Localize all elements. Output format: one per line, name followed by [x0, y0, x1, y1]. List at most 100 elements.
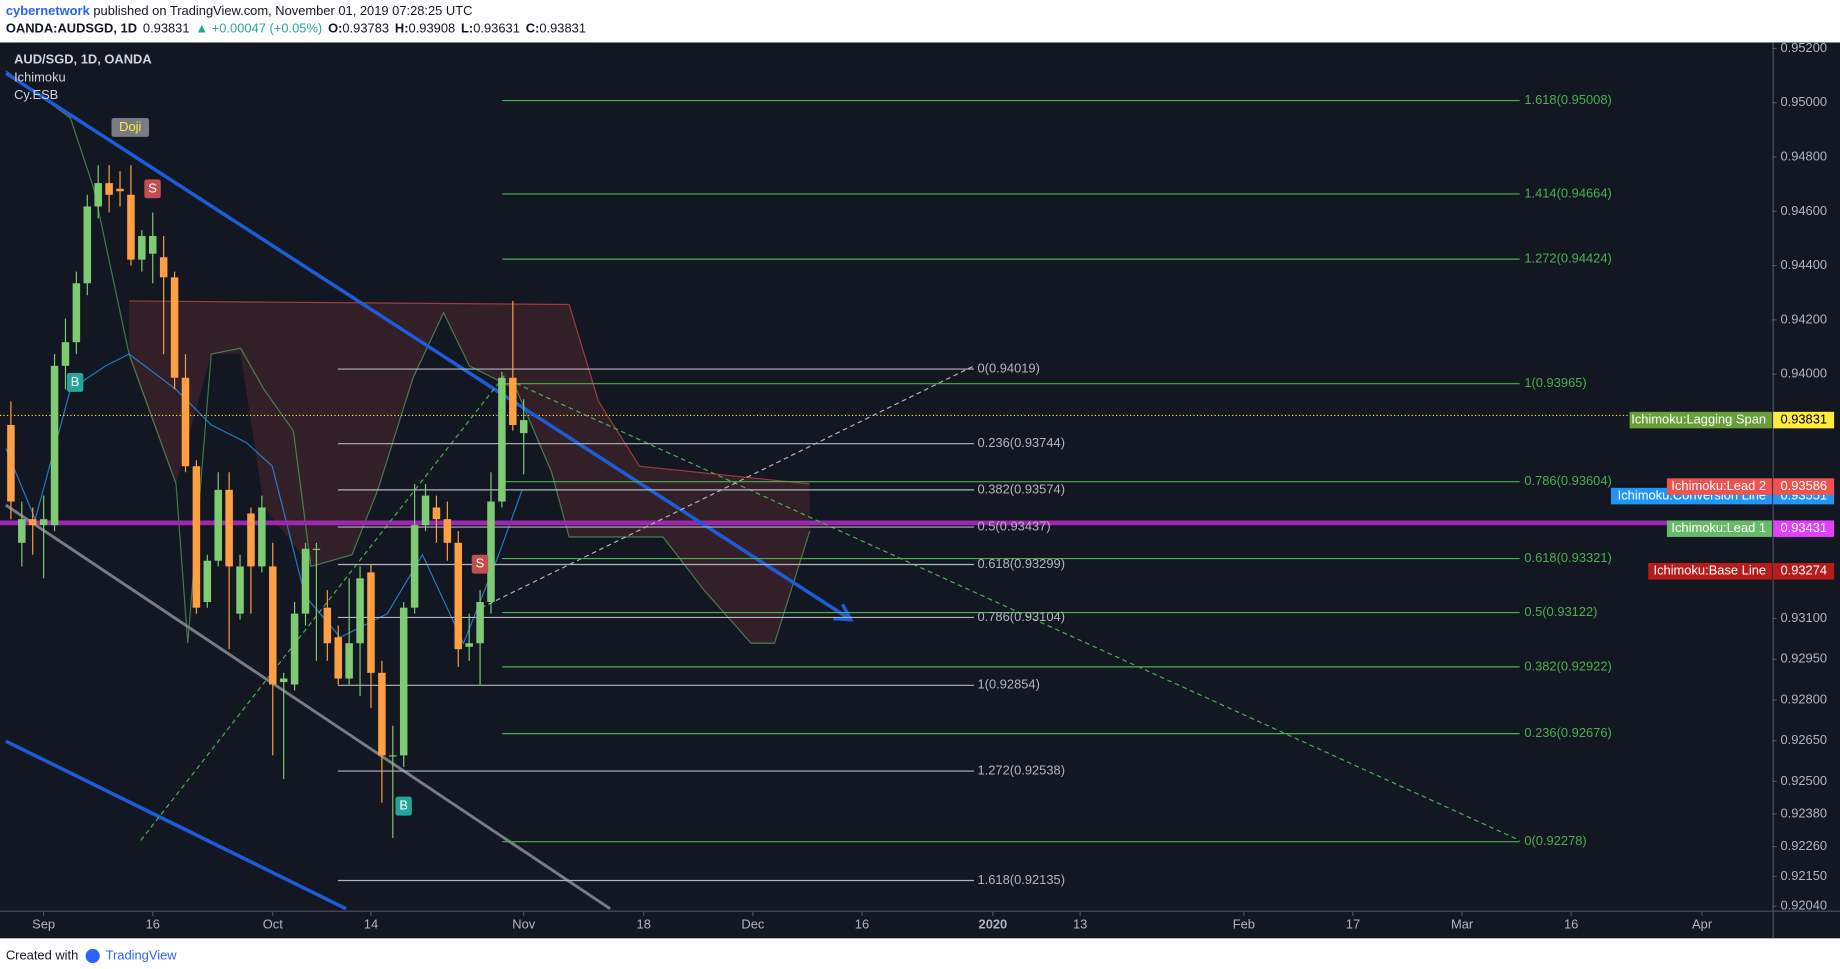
footer-created: Created with — [6, 947, 78, 962]
legend-indicator[interactable]: Ichimoku — [14, 69, 66, 84]
ohlc-label: L: — [461, 21, 473, 36]
signal-label: Doji — [119, 119, 141, 134]
ohlc-label: C: — [526, 21, 540, 36]
candle-body — [203, 560, 212, 602]
header-line-1: cybernetwork published on TradingView.co… — [6, 3, 473, 18]
candle-body — [50, 365, 59, 526]
fib-label: 0.786(0.93604) — [1524, 473, 1612, 488]
candle-body — [148, 236, 157, 254]
header-line-2: OANDA:AUDSGD, 1D 0.93831 ▲ +0.00047 (+0.05… — [6, 21, 586, 36]
ohlc-value: 0.93631 — [473, 21, 520, 36]
signal-label: S — [148, 180, 157, 195]
candle-body — [39, 519, 48, 526]
brand-logo — [85, 948, 100, 964]
candle-body — [94, 183, 102, 207]
last: 0.93831 — [143, 21, 190, 36]
price-tag-value-box — [1773, 520, 1835, 537]
candle-body — [236, 566, 244, 614]
candle-body — [159, 257, 168, 278]
candle-body — [138, 236, 146, 260]
author[interactable]: cybernetwork — [6, 3, 91, 18]
candle-body — [410, 525, 419, 608]
x-tick-label: Dec — [741, 917, 764, 932]
fib-label: 0.618(0.93299) — [978, 556, 1066, 571]
y-tick-label: 0.92150 — [1780, 868, 1827, 883]
fib-label: 0(0.94019) — [978, 360, 1040, 375]
candle-body — [399, 607, 408, 756]
candle-body — [454, 542, 463, 650]
fib-label: 0(0.92278) — [1524, 833, 1586, 848]
signal-label: B — [71, 374, 80, 389]
legend-series[interactable]: AUD/SGD, 1D, OANDA — [14, 52, 152, 67]
y-tick-label: 0.92500 — [1780, 773, 1827, 788]
trend-line — [4, 71, 852, 622]
fib-label: 1.618(0.92135) — [978, 872, 1066, 887]
ichimoku-cloud — [129, 300, 810, 644]
candle-body — [116, 188, 124, 192]
fib-label: 1.618(0.95008) — [1524, 92, 1612, 107]
conversion-line — [5, 353, 523, 645]
x-tick-label: 18 — [637, 917, 651, 932]
fib-label: 1.272(0.92538) — [978, 762, 1066, 777]
y-tick-label: 0.92800 — [1780, 691, 1827, 706]
x-tick-label: Nov — [512, 917, 535, 932]
fib-label: 0.5(0.93437) — [978, 518, 1051, 533]
price-tag-name-box — [1629, 411, 1772, 429]
candle-body — [61, 342, 70, 366]
fib-label: 1(0.93965) — [1524, 375, 1586, 390]
candle-body — [487, 501, 495, 602]
candle-body — [181, 377, 190, 467]
signal-marker — [471, 554, 489, 574]
x-tick-label: 16 — [146, 917, 160, 932]
y-tick-label: 0.92260 — [1780, 838, 1827, 853]
candle-body — [7, 424, 15, 502]
candle-body — [432, 507, 441, 520]
candle-body — [192, 466, 201, 608]
x-tick-label: 13 — [1073, 917, 1087, 932]
x-tick-label: 16 — [855, 917, 869, 932]
legend-indicator[interactable]: Cy.ESB — [14, 87, 58, 102]
candle-body — [290, 613, 299, 685]
candle-body — [72, 283, 81, 343]
fib-label: 1.414(0.94664) — [1524, 185, 1612, 200]
price-tag-name-box — [1666, 520, 1772, 537]
fib-label: 0.236(0.92676) — [1524, 725, 1612, 740]
fib-label: 0.786(0.93104) — [978, 609, 1066, 624]
lead-2-line — [129, 300, 810, 485]
ohlc-value: 0.93908 — [409, 21, 456, 36]
signal-marker — [144, 179, 161, 199]
y-tick-label: 0.94200 — [1780, 311, 1827, 326]
trend-arrow — [833, 603, 854, 622]
x-tick-label: 16 — [1564, 917, 1578, 932]
symbol: OANDA:AUDSGD, 1D — [6, 21, 137, 36]
candle-body — [279, 678, 288, 683]
price-tag-value: 0.93831 — [1780, 411, 1827, 426]
price-tag-name-box — [1666, 478, 1772, 495]
candle-body — [269, 566, 277, 685]
x-tick-label: 17 — [1346, 917, 1360, 932]
price-tag-value-box — [1773, 563, 1835, 580]
fib-label: 0.382(0.93574) — [978, 481, 1066, 496]
fib-label: 0.382(0.92922) — [1524, 658, 1612, 673]
price-tag-name: Ichimoku:Lead 1 — [1671, 520, 1766, 535]
y-tick-label: 0.94800 — [1780, 148, 1827, 163]
y-tick-label: 0.92040 — [1780, 898, 1827, 913]
fib-label: 1(0.92854) — [978, 677, 1040, 692]
x-tick-label: Sep — [32, 917, 55, 932]
x-tick-label: Mar — [1451, 917, 1474, 932]
y-tick-label: 0.93100 — [1780, 610, 1827, 625]
footer-brand[interactable]: TradingView — [106, 947, 178, 962]
y-tick-label: 0.92950 — [1780, 651, 1827, 666]
x-tick-label: Oct — [263, 917, 283, 932]
signal-label: S — [476, 556, 485, 571]
candle-body — [421, 495, 430, 526]
x-tick-label: 2020 — [979, 917, 1008, 932]
candle-body — [519, 420, 528, 434]
signal-marker — [395, 796, 412, 816]
fib-anchor-line — [480, 365, 975, 609]
fib-label: 0.236(0.93744) — [978, 435, 1066, 450]
candle-body — [443, 519, 452, 543]
candle-body — [170, 277, 179, 378]
signal-marker — [111, 118, 150, 137]
